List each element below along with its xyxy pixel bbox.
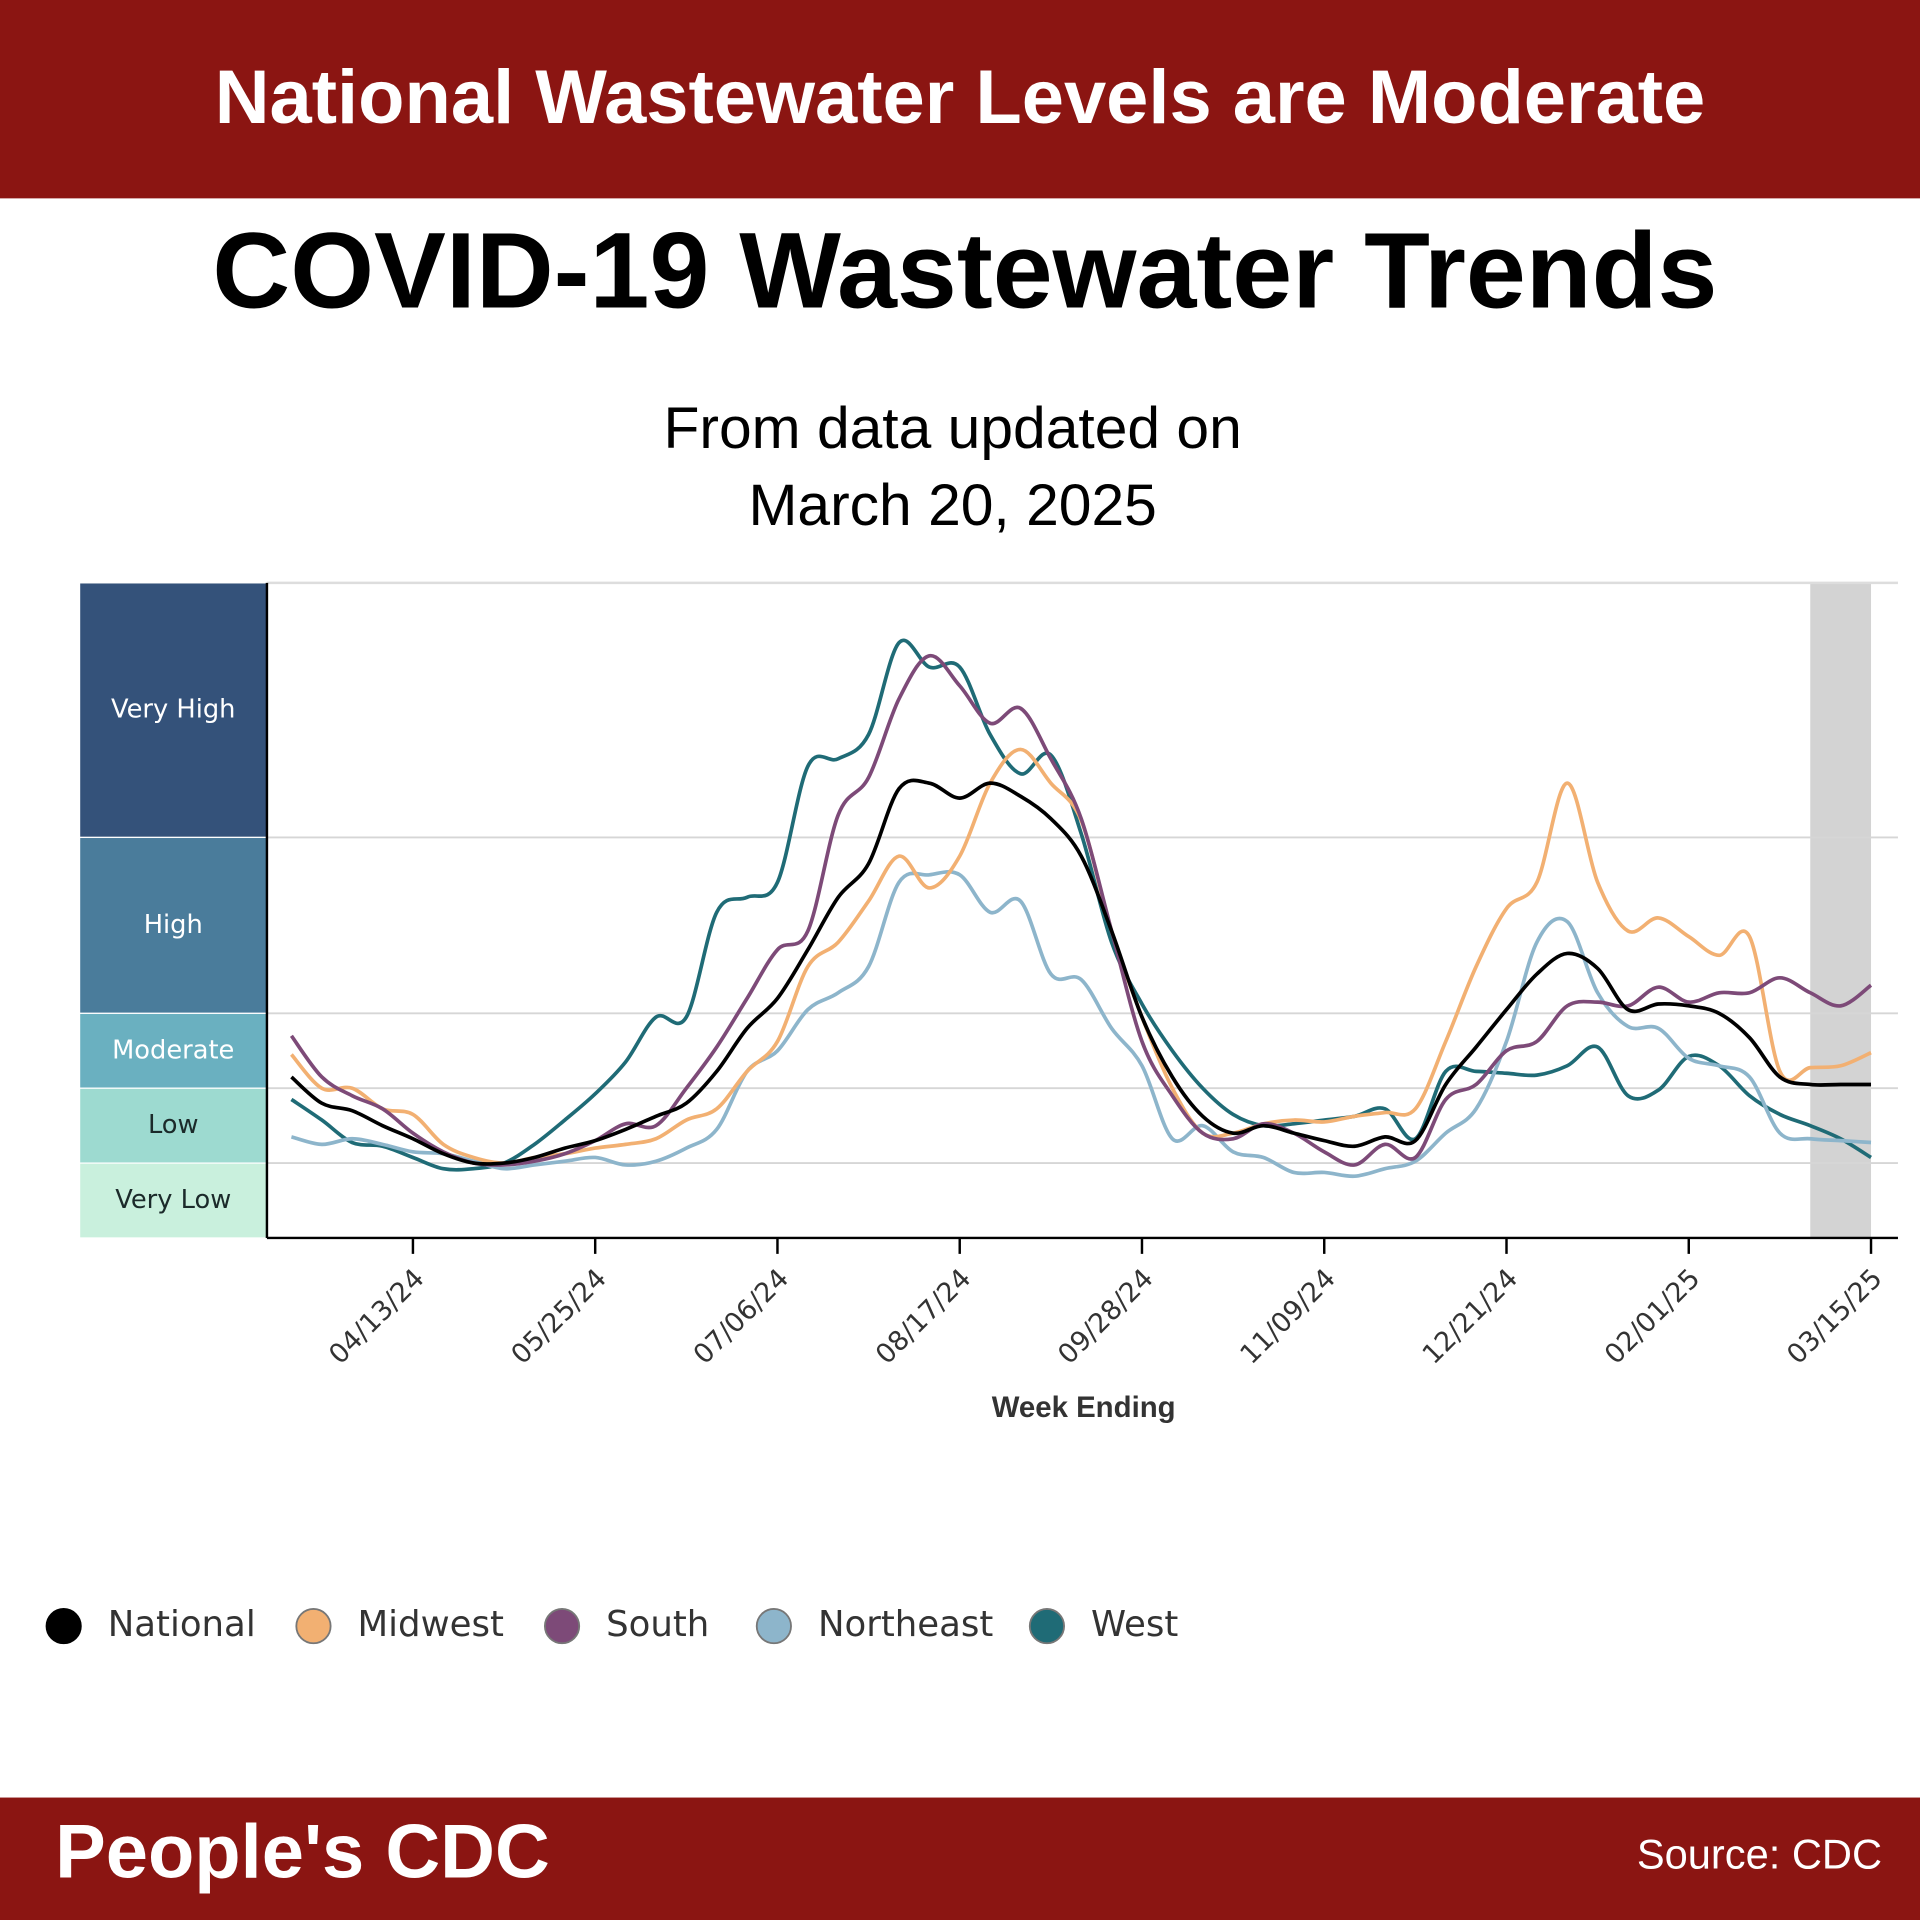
- level-label: High: [144, 910, 203, 940]
- chart-title: COVID-19 Wastewater Trends: [212, 210, 1717, 331]
- legend-marker: [295, 1608, 332, 1645]
- level-label: Very High: [111, 695, 235, 725]
- level-label: Low: [148, 1110, 199, 1140]
- chart-subtitle: From data updated on: [664, 396, 1242, 461]
- legend-item: Midwest: [295, 1604, 504, 1645]
- series-line: [290, 638, 1872, 1172]
- x-tick-label: 07/06/24: [688, 1263, 795, 1370]
- chart-subtitle: March 20, 2025: [748, 473, 1156, 538]
- x-tick-label: 03/15/25: [1781, 1263, 1888, 1370]
- level-band: [78, 582, 268, 839]
- x-tick-label: 09/28/24: [1052, 1263, 1159, 1370]
- x-tick-label: 11/09/24: [1234, 1263, 1341, 1370]
- legend-label: South: [606, 1604, 709, 1645]
- x-tick-label: 12/21/24: [1417, 1263, 1524, 1370]
- legend-label: Midwest: [358, 1604, 504, 1645]
- level-band: [78, 836, 268, 1014]
- source: Source: CDC: [1637, 1831, 1882, 1878]
- x-axis-label: Week Ending: [992, 1391, 1176, 1424]
- series-line: [290, 869, 1872, 1179]
- banner-title: National Wastewater Levels are Moderate: [215, 55, 1706, 140]
- legend-item: Northeast: [755, 1604, 993, 1645]
- level-label: Very Low: [115, 1185, 231, 1215]
- legend-item: West: [1028, 1604, 1178, 1645]
- brand: People's CDC: [55, 1810, 550, 1895]
- x-tick-label: 08/17/24: [870, 1263, 977, 1370]
- legend-marker: [45, 1608, 82, 1645]
- legend-marker: [1028, 1608, 1065, 1645]
- x-tick-label: 05/25/24: [505, 1263, 612, 1370]
- x-tick-label: 04/13/24: [323, 1263, 430, 1370]
- legend-label: West: [1091, 1604, 1178, 1645]
- level-band: [78, 1012, 268, 1089]
- legend-marker: [543, 1608, 581, 1645]
- legend-marker: [755, 1608, 792, 1645]
- legend-label: National: [108, 1604, 256, 1645]
- legend-label: Northeast: [818, 1604, 993, 1645]
- x-tick-label: 02/01/25: [1599, 1263, 1706, 1370]
- level-band: [78, 1162, 268, 1239]
- series-line: [289, 654, 1873, 1167]
- legend-item: South: [543, 1604, 709, 1645]
- legend-item: National: [45, 1604, 256, 1645]
- level-label: Moderate: [112, 1035, 234, 1065]
- series-line: [290, 747, 1872, 1165]
- header-banner: [0, 0, 1920, 199]
- series-line: [290, 778, 1872, 1166]
- footer-banner: [0, 1797, 1920, 1920]
